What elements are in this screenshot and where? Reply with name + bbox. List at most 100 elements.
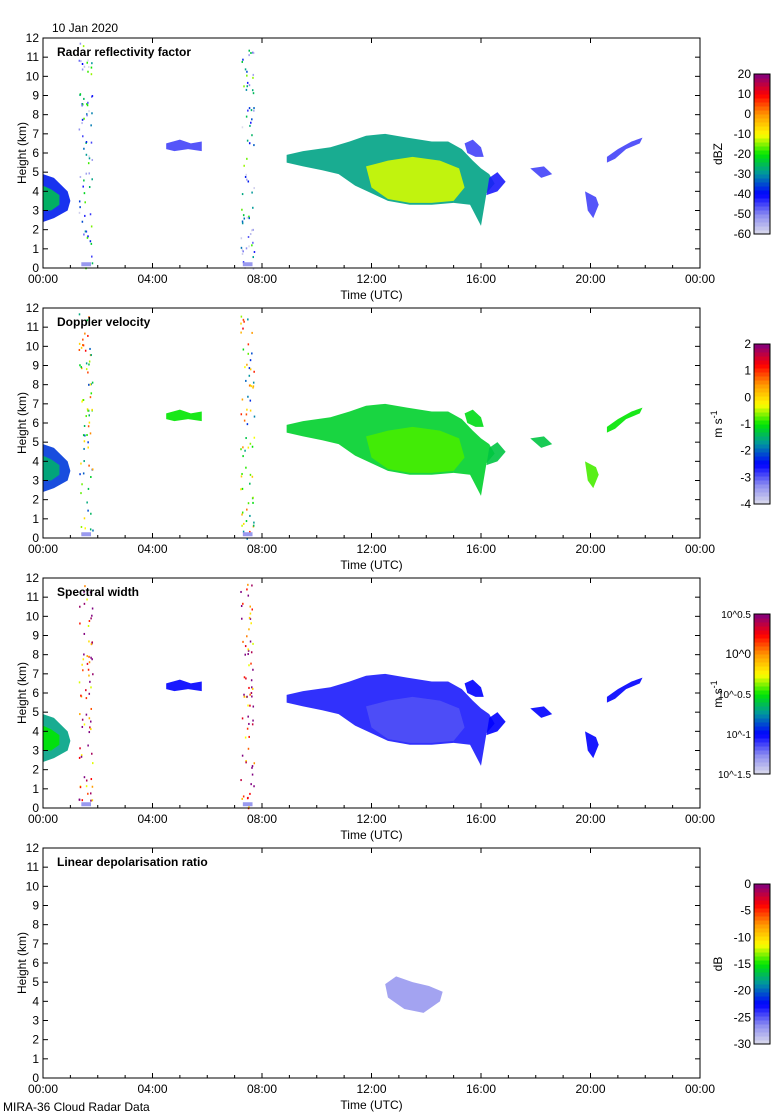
panel-title: Linear depolarisation ratio	[57, 855, 208, 869]
colorbar-segment	[754, 142, 770, 147]
colorbar-segment	[754, 992, 770, 997]
colorbar-segment	[754, 706, 770, 711]
colorbar-segment	[754, 368, 770, 373]
colorbar-segment	[754, 944, 770, 949]
streak-point	[83, 97, 85, 100]
colorbar-segment	[754, 372, 770, 377]
colorbar-segment	[754, 634, 770, 639]
streak-point	[245, 466, 247, 469]
streak-point	[88, 110, 90, 113]
x-tick-label: 08:00	[247, 1082, 277, 1096]
streak-point	[91, 95, 94, 98]
streak-point	[246, 363, 248, 366]
streak-point	[81, 122, 83, 125]
streak-point	[86, 103, 88, 106]
x-tick-label: 16:00	[466, 1082, 496, 1096]
streak-point	[78, 200, 81, 203]
streak-point	[88, 692, 91, 695]
streak-point	[248, 142, 251, 145]
x-tick-label: 16:00	[466, 272, 496, 286]
streak-point	[81, 725, 84, 728]
colorbar-segment	[754, 682, 770, 687]
colorbar-segment	[754, 766, 770, 771]
streak-point	[85, 779, 88, 782]
streak-point	[249, 792, 251, 795]
colorbar-segment	[754, 750, 770, 755]
streak-point	[253, 250, 256, 253]
streak-point	[240, 590, 242, 593]
colorbar-tick-label: -5	[740, 904, 751, 918]
streak-point	[250, 622, 252, 625]
streak-point	[86, 61, 88, 64]
streak-point	[89, 347, 91, 350]
x-tick-label: 20:00	[575, 542, 605, 556]
colorbar-segment	[754, 82, 770, 87]
streak-point	[251, 191, 253, 194]
colorbar-segment	[754, 770, 770, 775]
colorbar-segment	[754, 222, 770, 227]
streak-point	[241, 126, 244, 129]
colorbar-segment	[754, 170, 770, 175]
streak-point	[86, 104, 89, 107]
colorbar-tick-label: 20	[738, 67, 752, 81]
streak-point	[252, 668, 254, 671]
x-tick-label: 12:00	[356, 1082, 386, 1096]
streak-point	[86, 408, 89, 411]
streak-point	[252, 206, 254, 209]
y-tick-label: 10	[26, 609, 40, 623]
streak-point	[251, 134, 253, 137]
colorbar-tick-label: 10^0.5	[721, 610, 751, 621]
streak-point	[85, 368, 88, 371]
streak-point	[81, 103, 84, 106]
echo-main_inner	[366, 426, 465, 473]
streak-point	[241, 60, 244, 63]
streak-point	[83, 424, 86, 427]
streak-point	[241, 252, 244, 255]
streak-point	[88, 360, 91, 363]
streak-point	[242, 327, 244, 330]
echo-patch_1800	[530, 166, 553, 178]
streak-point	[249, 617, 252, 620]
streak-point	[253, 187, 255, 190]
streak-point	[242, 318, 245, 321]
streak-point	[82, 399, 85, 402]
streak-point	[80, 754, 83, 757]
colorbar-tick-label: -30	[734, 1037, 752, 1051]
streak-point	[79, 713, 81, 716]
streak-point	[245, 677, 247, 680]
streak-point	[89, 680, 91, 683]
y-tick-label: 10	[26, 339, 40, 353]
echo-patch_2100	[606, 407, 643, 433]
streak-point	[253, 370, 255, 373]
streak-point	[246, 74, 248, 77]
streak-point	[81, 62, 84, 65]
streak-point	[244, 645, 247, 648]
colorbar-segment	[754, 622, 770, 627]
streak-point	[244, 449, 246, 452]
streak-point	[253, 109, 255, 112]
colorbar-tick-label: -50	[734, 207, 752, 221]
colorbar-segment	[754, 226, 770, 231]
colorbar-segment	[754, 154, 770, 159]
x-tick-label: 00:00	[28, 812, 58, 826]
colorbar-segment	[754, 904, 770, 909]
streak-point	[80, 525, 83, 528]
streak-point	[86, 113, 88, 116]
y-tick-label: 3	[32, 744, 39, 758]
streak-point	[252, 642, 254, 645]
colorbar-segment	[754, 626, 770, 631]
streak-point	[91, 614, 93, 617]
colorbar-segment	[754, 754, 770, 759]
x-axis-label: Time (UTC)	[340, 828, 402, 842]
streak-point	[253, 762, 256, 765]
streak-point	[247, 583, 249, 586]
y-tick-label: 11	[27, 50, 40, 64]
y-tick-label: 0	[32, 531, 39, 545]
streak-point	[79, 473, 81, 476]
streak-point	[86, 114, 88, 117]
streak-point	[241, 248, 244, 251]
panel-title: Doppler velocity	[57, 315, 151, 329]
echo-patch_0500	[166, 409, 202, 422]
streak-point	[87, 509, 89, 512]
streak-point	[84, 527, 87, 530]
